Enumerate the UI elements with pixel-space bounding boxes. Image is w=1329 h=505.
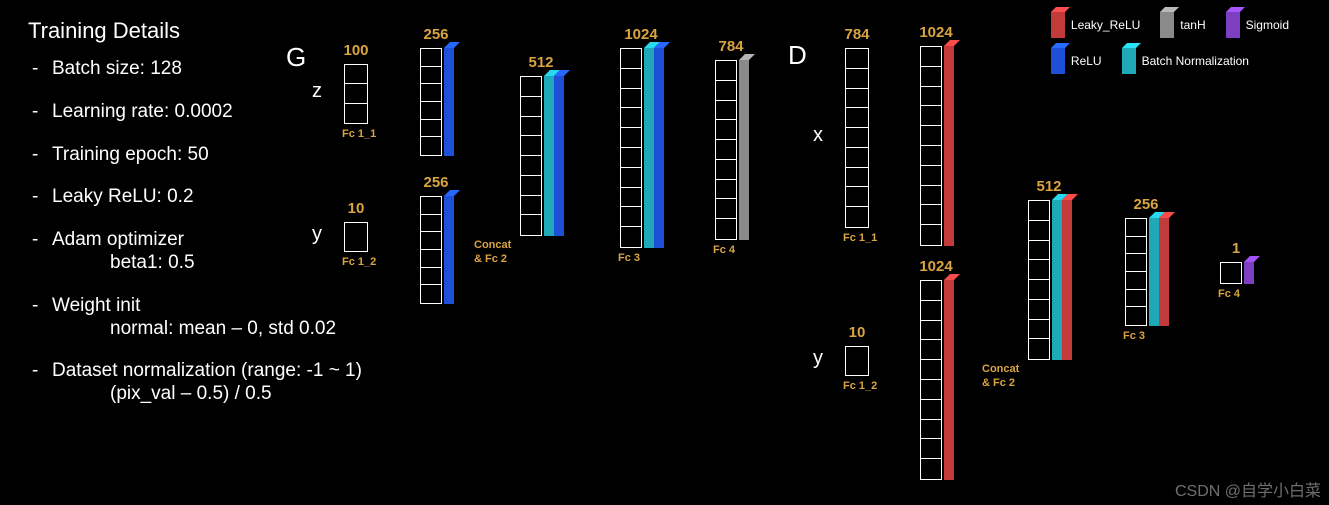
training-sub: normal: mean – 0, std 0.02: [52, 318, 378, 341]
d-fc2-concat-label: Concat & Fc 2: [982, 362, 1019, 391]
legend-item-sigmoid: Sigmoid: [1226, 12, 1289, 38]
g-fc11-size: 256: [414, 26, 458, 43]
d-fc11-stack: [920, 46, 942, 246]
legend-row: ReLU Batch Normalization: [1051, 48, 1289, 74]
generator-label: G: [286, 42, 306, 73]
g-fc2-concat-label: Concat & Fc 2: [474, 238, 511, 267]
training-sub: (pix_val – 0.5) / 0.5: [52, 383, 378, 406]
g-fc12-size: 256: [414, 174, 458, 191]
d-x-fc-label: Fc 1_1: [843, 232, 877, 244]
training-item: Learning rate: 0.0002: [28, 101, 378, 124]
g-fc3-fc-label: Fc 3: [618, 252, 640, 264]
g-fc11-relu-bar: [444, 48, 454, 156]
d-y-stack: [845, 346, 869, 376]
tanh-icon: [1160, 12, 1174, 38]
d-fc12-stack: [920, 280, 942, 480]
training-details: Training Details Batch size: 128 Learning…: [28, 18, 378, 426]
legend-label: Leaky_ReLU: [1071, 18, 1140, 32]
g-fc2-size: 512: [514, 54, 568, 71]
training-item: Leaky ReLU: 0.2: [28, 186, 378, 209]
g-fc11-stack: [420, 48, 442, 156]
g-fc12-relu-bar: [444, 196, 454, 304]
g-fc12-stack: [420, 196, 442, 304]
d-fc4-size: 1: [1214, 240, 1258, 257]
d-fc2-size: 512: [1022, 178, 1076, 195]
g-fc3-batchnorm-bar: [644, 48, 654, 248]
training-title: Training Details: [28, 18, 378, 44]
g-fc2-stack: [520, 76, 542, 236]
d-y-axis-label: y: [813, 347, 823, 370]
training-item: Weight initnormal: mean – 0, std 0.02: [28, 295, 378, 341]
relu-icon: [1051, 48, 1065, 74]
d-fc11-size: 1024: [914, 24, 958, 41]
d-fc12-size: 1024: [914, 258, 958, 275]
d-fc2-batchnorm-bar: [1052, 200, 1062, 360]
d-fc12-leaky_relu-bar: [944, 280, 954, 480]
g-fc4-stack: [715, 60, 737, 240]
d-fc4-stack: [1220, 262, 1242, 284]
d-y-fc-label: Fc 1_2: [843, 380, 877, 392]
legend-item-relu: ReLU: [1051, 48, 1102, 74]
g-z-size: 100: [338, 42, 374, 59]
legend-item-leaky_relu: Leaky_ReLU: [1051, 12, 1140, 38]
watermark: CSDN @自学小白菜: [1175, 477, 1321, 501]
d-fc11-leaky_relu-bar: [944, 46, 954, 246]
g-y-fc-label: Fc 1_2: [342, 256, 376, 268]
training-list: Batch size: 128 Learning rate: 0.0002 Trai…: [28, 58, 378, 406]
g-fc4-fc-label: Fc 4: [713, 244, 735, 256]
leaky_relu-icon: [1051, 12, 1065, 38]
d-fc2-leaky_relu-bar: [1062, 200, 1072, 360]
g-y-stack: [344, 222, 368, 252]
d-x-stack: [845, 48, 869, 228]
legend-label: Sigmoid: [1246, 18, 1289, 32]
g-fc2-relu-bar: [554, 76, 564, 236]
d-x-size: 784: [839, 26, 875, 43]
g-y-axis-label: y: [312, 223, 322, 246]
legend-label: tanH: [1180, 18, 1205, 32]
d-fc4-fc-label: Fc 4: [1218, 288, 1240, 300]
d-fc3-batchnorm-bar: [1149, 218, 1159, 326]
training-item: Dataset normalization (range: -1 ~ 1)(pi…: [28, 360, 378, 406]
legend-item-tanh: tanH: [1160, 12, 1205, 38]
d-fc3-size: 256: [1119, 196, 1173, 213]
d-y-size: 10: [839, 324, 875, 341]
sigmoid-icon: [1226, 12, 1240, 38]
discriminator-label: D: [788, 40, 807, 71]
legend: Leaky_ReLU tanH Sigmoid ReLU Batch Normaliza…: [1051, 12, 1289, 84]
d-fc3-stack: [1125, 218, 1147, 326]
d-x-axis-label: x: [813, 124, 823, 147]
g-y-size: 10: [338, 200, 374, 217]
legend-label: ReLU: [1071, 54, 1102, 68]
d-fc3-fc-label: Fc 3: [1123, 330, 1145, 342]
legend-item-batchnorm: Batch Normalization: [1122, 48, 1249, 74]
g-z-axis-label: z: [312, 80, 322, 103]
g-fc3-size: 1024: [614, 26, 668, 43]
g-fc4-size: 784: [709, 38, 753, 55]
g-fc3-relu-bar: [654, 48, 664, 248]
g-fc4-tanh-bar: [739, 60, 749, 240]
g-z-stack: [344, 64, 368, 124]
d-fc2-stack: [1028, 200, 1050, 360]
training-item: Batch size: 128: [28, 58, 378, 81]
training-item: Training epoch: 50: [28, 144, 378, 167]
d-fc3-leaky_relu-bar: [1159, 218, 1169, 326]
legend-row: Leaky_ReLU tanH Sigmoid: [1051, 12, 1289, 38]
legend-label: Batch Normalization: [1142, 54, 1249, 68]
d-fc4-sigmoid-bar: [1244, 262, 1254, 284]
training-item: Adam optimizerbeta1: 0.5: [28, 229, 378, 275]
g-z-fc-label: Fc 1_1: [342, 128, 376, 140]
batchnorm-icon: [1122, 48, 1136, 74]
g-fc2-batchnorm-bar: [544, 76, 554, 236]
g-fc3-stack: [620, 48, 642, 248]
training-sub: beta1: 0.5: [52, 252, 378, 275]
